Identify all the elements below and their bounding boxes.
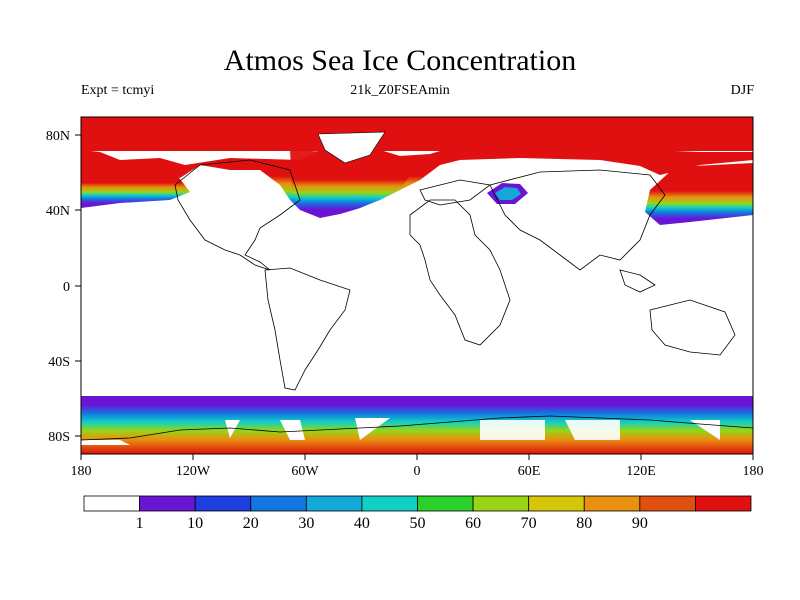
caspian-ice-core — [495, 187, 521, 200]
asia-outline — [489, 169, 666, 271]
north-pacific-ice — [645, 163, 753, 225]
colorbar-label: 20 — [243, 515, 259, 532]
lon-label-120e: 120E — [626, 464, 656, 479]
colorbar-label: 10 — [187, 515, 203, 532]
south-america-outline — [264, 267, 351, 391]
season-label: DJF — [730, 83, 754, 98]
coastlines — [81, 159, 753, 441]
africa-outline — [409, 199, 511, 346]
lat-label-0: 0 — [63, 280, 70, 295]
colorbar-label: 60 — [465, 515, 481, 532]
colorbar-swatch — [695, 495, 752, 512]
lon-label-60e: 60E — [518, 464, 541, 479]
colorbar-swatch — [417, 495, 474, 512]
arctic-ice-core — [81, 117, 753, 151]
colorbar-swatch — [472, 495, 530, 512]
axis-ticks — [75, 134, 754, 460]
colorbar-label: 50 — [410, 515, 426, 532]
lon-label-120w: 120W — [176, 464, 211, 479]
colorbar-swatch — [583, 495, 641, 512]
arctic-ice-edge — [81, 142, 753, 218]
colorbar-label: 30 — [298, 515, 314, 532]
lon-label-180w: 180 — [71, 464, 92, 479]
colorbar-swatch — [361, 495, 418, 512]
colorbar-swatch — [83, 495, 140, 512]
lon-label-60w: 60W — [291, 464, 319, 479]
colorbar-label: 70 — [521, 515, 537, 532]
lon-label-0: 0 — [414, 464, 421, 479]
north-atlantic-ice — [290, 150, 410, 216]
lat-label-80n: 80N — [46, 129, 70, 144]
colorbar-swatch — [305, 495, 363, 512]
lat-label-40n: 40N — [46, 204, 70, 219]
colorbar-swatch — [639, 495, 696, 512]
north-america-outline — [174, 159, 301, 271]
colorbar-swatch — [194, 495, 252, 512]
greenland-gap — [317, 131, 386, 164]
map-title: Atmos Sea Ice Concentration — [223, 44, 577, 77]
colorbar-label: 40 — [354, 515, 370, 532]
run-label: 21k_Z0FSEAmin — [350, 83, 450, 98]
colorbar-swatch — [250, 495, 307, 512]
australia-outline — [649, 299, 736, 356]
lat-label-40s: 40S — [48, 355, 70, 370]
lat-label-80s: 80S — [48, 430, 70, 445]
europe-outline — [419, 179, 491, 206]
colorbar-swatch — [139, 495, 196, 512]
lon-label-180e: 180 — [743, 464, 764, 479]
maritime-asia-outline — [619, 269, 656, 293]
colorbar-swatch — [528, 495, 585, 512]
alaska-ice — [81, 162, 190, 208]
antarctica-coastline — [81, 415, 753, 441]
colorbar-label: 1 — [136, 515, 144, 532]
colorbar-label: 90 — [632, 515, 648, 532]
colorbar: 1 10 20 30 40 50 60 70 80 90 — [83, 495, 752, 532]
colorbar-label: 80 — [576, 515, 592, 532]
experiment-label: Expt = tcmyi — [81, 83, 155, 98]
sea-ice-field — [81, 117, 753, 454]
